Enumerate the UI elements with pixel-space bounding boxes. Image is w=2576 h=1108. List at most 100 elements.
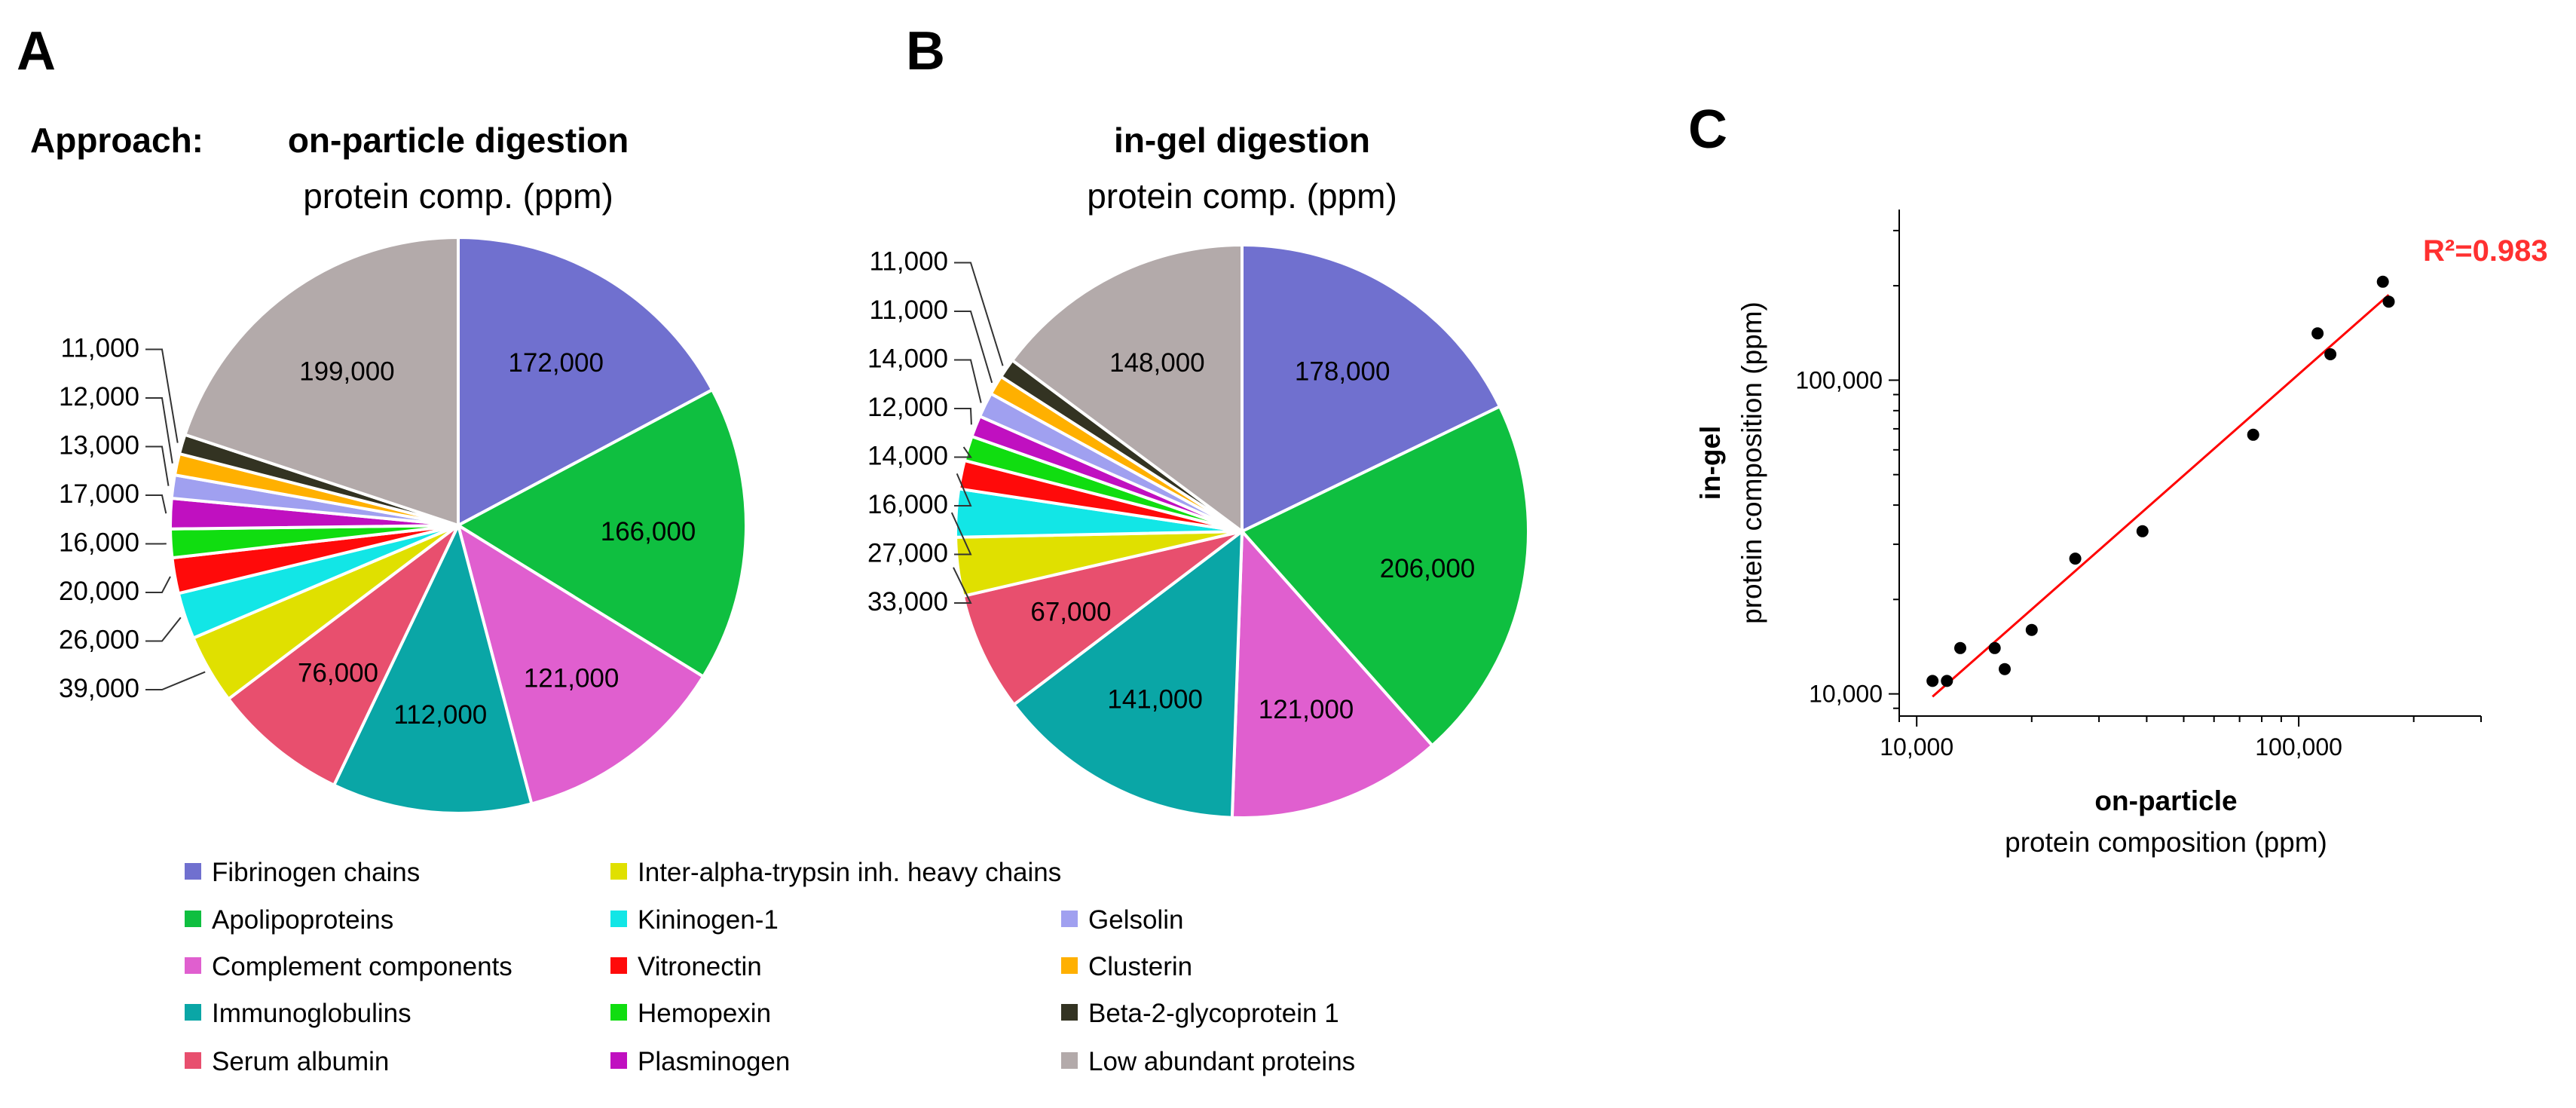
legend-swatch [185, 911, 201, 927]
pie-a-subtitle: protein comp. (ppm) [303, 176, 613, 216]
pie-b-value-label-10: 12,000 [867, 393, 948, 422]
pie-b-value-label-4: 141,000 [1107, 685, 1203, 715]
pie-a-value-label-12: 12,000 [59, 382, 139, 412]
pie-a-slice-4 [332, 524, 534, 815]
legend-item-label: Inter-alpha-trypsin inh. heavy chains [638, 858, 1061, 887]
pie-b-value-label-9: 14,000 [867, 442, 948, 471]
panel-letter-c: C [1688, 99, 1727, 160]
legend-swatch [610, 1052, 627, 1069]
pie-b-leader-line-12 [954, 311, 993, 384]
y-tick-label: 100,000 [1795, 366, 1883, 393]
pie-b-value-label-13: 11,000 [870, 247, 948, 277]
legend-swatch [610, 957, 627, 974]
legend-item-label: Kininogen-1 [638, 905, 779, 935]
legend-item-label: Clusterin [1088, 952, 1192, 981]
pie-b-value-label-6: 33,000 [867, 587, 948, 617]
scatter-point [1999, 663, 2011, 675]
scatter-point [2324, 348, 2337, 360]
scatter-point [1954, 641, 1966, 654]
pie-a-slice-2 [457, 388, 748, 678]
pie-a-slice-14 [183, 236, 460, 527]
pie-a-value-label-14: 199,000 [299, 357, 395, 387]
pie-b-value-label-11: 14,000 [867, 344, 948, 374]
pie-a-slice-5 [227, 524, 460, 787]
legend-item-label: Low abundant proteins [1088, 1047, 1355, 1076]
scatter-point [2382, 295, 2395, 308]
scatter-point [2311, 327, 2324, 340]
fit-line [1932, 294, 2390, 698]
pie-b-slice-2 [1241, 405, 1530, 748]
pie-b-slice-4 [1012, 530, 1244, 819]
legend-item-label: Hemopexin [638, 999, 771, 1028]
pie-a-value-label-6: 39,000 [59, 674, 139, 703]
pie-a-leader-line-13 [145, 348, 179, 443]
legend-swatch [610, 1004, 627, 1021]
pie-a-leader-line-6 [145, 671, 206, 690]
pie-a-leader-line-8 [145, 576, 171, 593]
legend: Fibrinogen chains Apolipoproteins Compleme… [185, 858, 1355, 1076]
pie-a-leader-line-7 [145, 617, 182, 642]
legend-swatch [1061, 957, 1078, 974]
pie-b-value-label-2: 206,000 [1380, 554, 1476, 583]
legend-item-label: Gelsolin [1088, 905, 1183, 935]
pie-a-title: on-particle digestion [288, 121, 629, 160]
legend-item-label: Fibrinogen chains [212, 858, 420, 887]
pie-a-value-label-8: 20,000 [59, 577, 139, 606]
legend-swatch [610, 911, 627, 927]
legend-swatch [185, 863, 201, 880]
legend-swatch [185, 1004, 201, 1021]
panel-letter-a: A [17, 21, 56, 81]
r-squared-annotation: R²=0.983 [2423, 234, 2548, 268]
legend-item-label: Plasminogen [638, 1047, 790, 1076]
pie-a-value-label-2: 166,000 [601, 517, 696, 546]
pie-b-leader-line-7 [950, 512, 972, 556]
scatter-point [2069, 552, 2082, 565]
scatter-point [2136, 525, 2149, 537]
scatter-plot: 10,000 100,000 10,000 100,000 R²=0.983 on-p… [1695, 210, 2548, 858]
legend-item-label: Vitronectin [638, 952, 762, 981]
pie-b-slice-1 [1241, 243, 1501, 533]
scatter-point [2247, 428, 2259, 441]
axis-ticks: 10,000 100,000 10,000 100,000 [1795, 229, 2482, 761]
pie-b-leader-line-13 [954, 262, 1004, 366]
pie-b-value-label-5: 67,000 [1030, 598, 1111, 627]
legend-swatch [610, 863, 627, 880]
pie-b-leader-line-11 [954, 359, 982, 403]
scatter-point [2025, 623, 2038, 636]
pie-b-leader-line-8 [954, 473, 972, 507]
pie-a-value-label-4: 112,000 [393, 700, 487, 730]
scatter-point [2376, 275, 2389, 288]
pie-a-value-label-10: 17,000 [59, 479, 139, 509]
pie-b-slice-14 [1011, 243, 1244, 533]
scatter-point [1926, 675, 1939, 687]
pie-b-leader-line-9 [954, 446, 972, 458]
pie-b-leader-line-6 [953, 567, 972, 604]
y-axis-title-bold: in-gel [1695, 426, 1726, 500]
legend-item-label: Beta-2-glycoprotein 1 [1088, 999, 1339, 1028]
scatter-point [1941, 675, 1953, 687]
pie-b-value-label-8: 16,000 [867, 490, 948, 519]
legend-swatch [1061, 1004, 1078, 1021]
pie-a-value-label-5: 76,000 [298, 658, 378, 687]
pie-b-value-label-14: 148,000 [1109, 348, 1205, 378]
legend-swatch [185, 957, 201, 974]
y-axis-title: protein composition (ppm) [1736, 301, 1767, 624]
x-tick-label: 100,000 [2255, 733, 2342, 761]
pie-a-leader-line-10 [145, 494, 167, 514]
pie-b-value-label-7: 27,000 [867, 539, 948, 568]
scatter-point [1988, 641, 2001, 654]
pie-chart-in-gel: 178,000 206,000 121,000 141,000 67,000 148,00… [867, 243, 1530, 819]
panel-letter-b: B [906, 21, 945, 81]
pie-a-slice-1 [457, 236, 714, 527]
pie-b-subtitle: protein comp. (ppm) [1087, 176, 1397, 216]
legend-swatch [1061, 911, 1078, 927]
x-tick-label: 10,000 [1880, 733, 1953, 761]
x-axis-title-bold: on-particle [2094, 785, 2237, 816]
pie-b-title: in-gel digestion [1114, 121, 1370, 160]
pie-b-leader-line-10 [954, 408, 972, 425]
legend-item-label: Immunoglobulins [212, 999, 411, 1028]
pie-a-value-label-11: 13,000 [59, 431, 139, 461]
legend-swatch [1061, 1052, 1078, 1069]
pie-b-value-label-3: 121,000 [1259, 695, 1354, 724]
pie-chart-on-particle: 172,000 166,000 121,000 112,000 76,000 199,00… [59, 236, 748, 815]
